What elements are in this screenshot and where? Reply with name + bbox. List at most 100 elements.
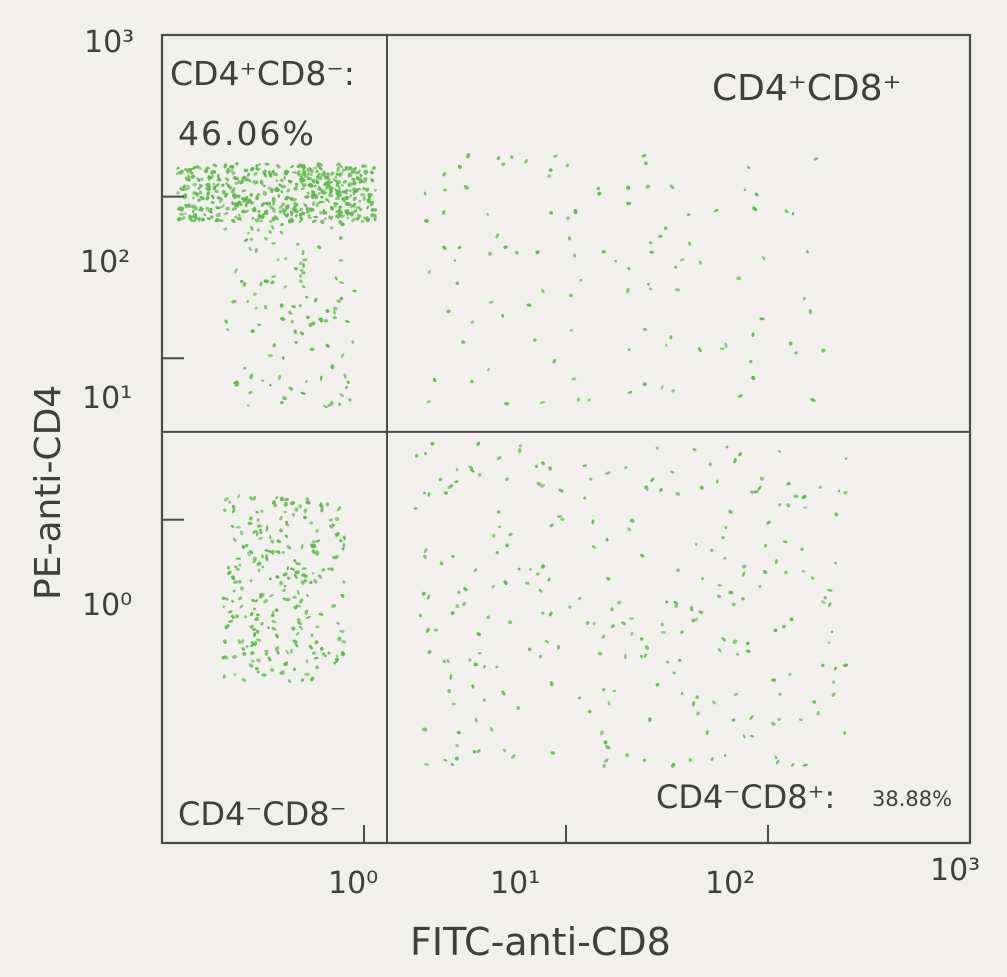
- scatter-point: [625, 753, 629, 757]
- scatter-point: [373, 213, 377, 218]
- y-tick-label-1: 10⁰: [82, 588, 132, 623]
- scatter-point: [339, 393, 344, 397]
- scatter-point: [427, 270, 431, 275]
- scatter-point: [231, 504, 236, 510]
- scatter-point: [462, 601, 466, 607]
- scatter-point: [621, 621, 627, 626]
- scatter-point: [441, 210, 446, 215]
- scatter-point: [788, 672, 792, 677]
- scatter-point: [193, 216, 199, 220]
- scatter-point: [497, 510, 501, 514]
- scatter-point: [294, 341, 298, 344]
- scatter-point: [241, 678, 247, 682]
- scatter-point: [343, 199, 347, 203]
- scatter-point: [325, 309, 330, 314]
- scatter-point: [283, 501, 288, 507]
- scatter-point: [738, 452, 742, 457]
- scatter-point: [669, 335, 673, 340]
- scatter-point: [541, 461, 545, 466]
- scatter-point: [336, 162, 341, 167]
- scatter-point: [547, 174, 552, 178]
- scatter-point: [239, 179, 244, 185]
- scatter-point: [489, 727, 494, 732]
- scatter-point: [371, 200, 375, 204]
- y-tick-label-100: 10²: [80, 245, 130, 280]
- scatter-point: [245, 645, 249, 649]
- scatter-point: [225, 597, 229, 601]
- x-tick-label-1: 10⁰: [328, 866, 378, 901]
- scatter-point: [826, 588, 833, 592]
- scatter-point: [510, 155, 514, 159]
- scatter-point: [329, 518, 333, 522]
- scatter-point: [233, 673, 237, 677]
- scatter-point: [793, 494, 799, 499]
- scatter-point: [322, 404, 328, 409]
- scatter-point: [248, 663, 254, 668]
- scatter-point: [243, 366, 247, 370]
- scatter-point: [258, 536, 264, 540]
- scatter-point: [288, 219, 291, 224]
- scatter-point: [803, 506, 808, 509]
- scatter-point: [552, 358, 557, 364]
- scatter-point: [455, 604, 460, 609]
- scatter-point: [695, 695, 699, 699]
- scatter-point: [352, 182, 356, 186]
- scatter-point: [424, 452, 427, 455]
- scatter-point: [735, 652, 740, 656]
- scatter-point: [351, 217, 356, 223]
- scatter-point: [339, 214, 345, 218]
- scatter-point: [176, 217, 182, 222]
- scatter-point: [526, 303, 532, 307]
- scatter-point: [816, 710, 821, 716]
- scatter-point: [255, 197, 260, 201]
- scatter-point: [454, 756, 459, 761]
- scatter-point: [568, 605, 572, 609]
- scatter-point: [597, 651, 603, 656]
- scatter-point: [691, 701, 696, 707]
- scatter-point: [603, 740, 608, 745]
- scatter-point: [699, 485, 704, 490]
- scatter-point: [548, 168, 553, 172]
- scatter-point: [596, 186, 600, 191]
- scatter-point: [295, 644, 299, 648]
- scatter-point: [203, 213, 207, 217]
- scatter-point: [231, 654, 238, 659]
- scatter-point: [256, 518, 260, 522]
- scatter-point: [183, 212, 187, 215]
- scatter-point: [516, 705, 520, 710]
- scatter-point: [334, 197, 341, 201]
- scatter-point: [216, 196, 222, 200]
- scatter-point: [301, 249, 305, 256]
- scatter-point: [236, 216, 242, 221]
- scatter-point: [305, 500, 311, 505]
- scatter-point: [352, 189, 358, 194]
- scatter-point: [276, 650, 280, 655]
- scatter-point: [624, 653, 627, 659]
- scatter-point: [245, 543, 249, 548]
- scatter-point: [269, 383, 272, 387]
- scatter-point: [347, 211, 353, 215]
- scatter-point: [303, 508, 308, 514]
- scatter-point: [192, 182, 197, 187]
- scatter-point: [301, 183, 307, 188]
- scatter-point: [342, 542, 346, 549]
- scatter-point: [334, 188, 339, 193]
- scatter-point: [320, 189, 324, 195]
- scatter-point: [802, 296, 806, 301]
- scatter-point: [253, 632, 257, 638]
- scatter-point: [237, 494, 241, 499]
- scatter-point: [280, 189, 283, 194]
- scatter-point: [281, 356, 285, 360]
- scatter-point: [501, 690, 506, 696]
- scatter-point: [308, 644, 314, 650]
- scatter-point: [577, 397, 580, 402]
- scatter-point: [674, 265, 678, 269]
- quadrant-label-upper-left: CD4⁺CD8⁻:: [170, 54, 355, 93]
- scatter-point: [674, 288, 681, 292]
- scatter-point: [843, 663, 849, 668]
- scatter-point: [451, 555, 455, 558]
- scatter-point: [505, 543, 509, 548]
- x-axis-title: FITC-anti-CD8: [410, 920, 671, 964]
- scatter-point: [326, 172, 330, 176]
